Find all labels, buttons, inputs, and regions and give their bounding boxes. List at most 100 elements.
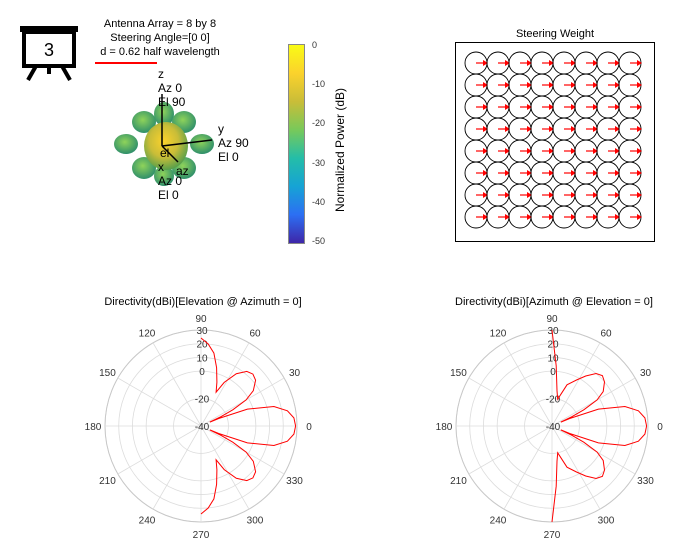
weight-arrowhead [483,214,488,220]
polar-angle-label: 270 [544,530,561,541]
weight-arrowhead [637,82,642,88]
weight-arrowhead [505,126,510,132]
polar-spoke [117,425,202,475]
weight-arrowhead [593,82,598,88]
weight-arrowhead [593,170,598,176]
weight-arrowhead [571,192,576,198]
polar-radial-label: 30 [196,326,208,337]
polar-series-line [200,337,297,515]
polar-radial-label: -20 [195,395,210,406]
slide-badge: 3 [18,24,80,82]
weight-arrowhead [483,82,488,88]
x-axis-label: x Az 0 El 0 [158,160,183,202]
weight-arrowhead [637,148,642,154]
polar-angle-label: 330 [286,476,303,487]
colorbar-tick: -10 [312,79,326,89]
polar-angle-label: 300 [247,516,264,527]
weight-arrowhead [483,126,488,132]
array-size-label: Antenna Array = 8 by 8 [103,18,217,30]
polar-angle-label: 180 [85,422,102,433]
colorbar-tick: -50 [312,236,326,246]
weight-arrowhead [527,214,532,220]
weight-arrowhead [505,60,510,66]
weight-arrowhead [637,170,642,176]
polar-radial-label: 0 [199,367,205,378]
polar-title-elevation: Directivity(dBi)[Elevation @ Azimuth = 0… [104,296,302,308]
polar-angle-label: 210 [99,476,116,487]
side-lobe [132,111,156,133]
spacing-underline [95,62,157,64]
weight-arrowhead [571,126,576,132]
polar-series-line [551,329,648,523]
steering-panel [455,42,655,242]
weight-arrowhead [615,170,620,176]
weight-arrowhead [549,170,554,176]
polar-radial-label: 10 [196,353,208,364]
polar-angle-label: 330 [637,476,654,487]
weight-arrowhead [593,192,598,198]
weight-arrowhead [615,60,620,66]
pattern-3d [104,64,304,214]
colorbar-tick: -30 [312,158,326,168]
weight-arrowhead [615,104,620,110]
polar-spoke [551,342,601,427]
weight-arrowhead [615,214,620,220]
polar-angle-label: 90 [195,314,207,325]
weight-arrowhead [615,148,620,154]
polar-radial-label: -40 [195,422,210,433]
weight-arrowhead [593,60,598,66]
weight-arrowhead [549,60,554,66]
polar-spoke [503,342,553,427]
weight-arrowhead [571,82,576,88]
polar-angle-label: 120 [139,328,156,339]
weight-arrowhead [527,60,532,66]
side-lobe [190,134,214,154]
polar-angle-label: 0 [306,422,312,433]
polar-spoke [200,425,250,510]
weight-arrowhead [615,126,620,132]
side-lobe [114,134,138,154]
weight-arrowhead [505,82,510,88]
polar-spoke [503,425,553,510]
polar-radial-label: -40 [546,422,561,433]
y-axis-label: y Az 90 El 0 [218,122,249,164]
header-block: Antenna Array = 8 by 8 Steering Angle=[0… [88,17,232,59]
polar-radial-label: 10 [547,353,559,364]
z-axis-label: z Az 0 El 90 [158,67,186,109]
presentation-board-icon: 3 [20,26,78,81]
weight-arrowhead [549,82,554,88]
weight-arrowhead [483,104,488,110]
colorbar [288,44,305,244]
polar-radial-label: 30 [547,326,559,337]
weight-arrowhead [615,82,620,88]
polar-spoke [152,342,202,427]
polar-angle-label: 180 [436,422,453,433]
az-label: az [176,164,189,178]
colorbar-tick: -20 [312,118,326,128]
polar-title-azimuth: Directivity(dBi)[Azimuth @ Elevation = 0… [455,296,653,308]
polar-spoke [468,425,553,475]
polar-spoke [117,377,202,427]
polar-angle-label: 270 [193,530,210,541]
weight-arrowhead [505,104,510,110]
polar-angle-label: 150 [450,368,467,379]
weight-arrowhead [527,148,532,154]
weight-arrowhead [593,126,598,132]
weight-arrowhead [527,192,532,198]
weight-arrowhead [527,126,532,132]
polar-spoke [152,425,202,510]
weight-arrowhead [527,82,532,88]
polar-spoke [468,377,553,427]
weight-arrowhead [549,126,554,132]
weight-arrowhead [571,60,576,66]
weight-arrowhead [505,214,510,220]
colorbar-tick: -40 [312,197,326,207]
weight-arrowhead [571,170,576,176]
weight-arrowhead [615,192,620,198]
polar-plot-azimuth: 0 30 60 90 120 150 180 210 240 270 300 330 -40 -20 0 10… [436,314,664,541]
polar-angle-label: 210 [450,476,467,487]
polar-angle-label: 240 [490,516,507,527]
weight-arrowhead [549,104,554,110]
polar-radial-label: -20 [546,395,561,406]
weight-arrowhead [571,104,576,110]
